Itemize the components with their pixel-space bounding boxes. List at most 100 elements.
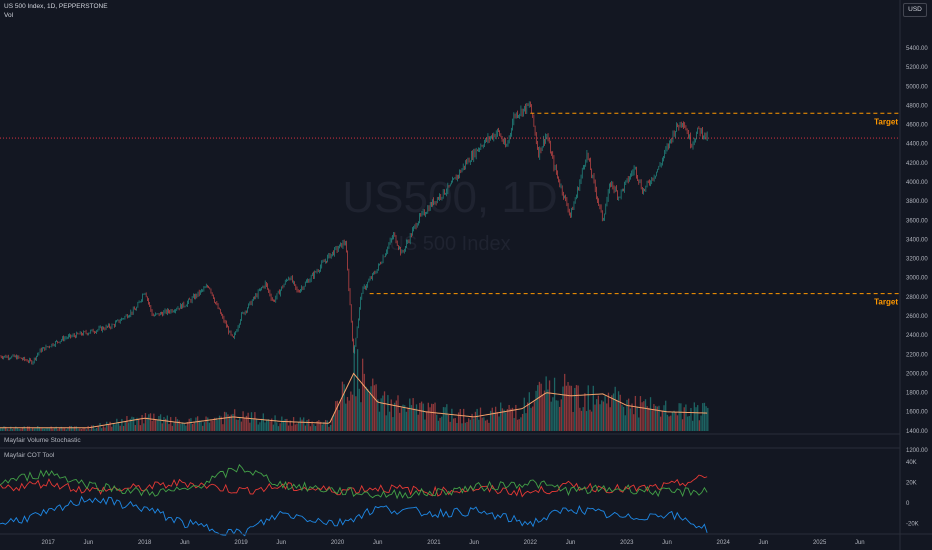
volume-bar	[626, 399, 628, 431]
volume-bar	[377, 399, 379, 431]
volume-bar	[397, 395, 399, 431]
volume-bar	[249, 422, 251, 431]
volume-bar	[301, 419, 303, 431]
volume-bar	[670, 415, 672, 431]
volume-bar	[609, 407, 611, 431]
volume-bar	[308, 419, 310, 431]
y-tick-label: 1600.00	[906, 410, 928, 416]
volume-bar	[432, 404, 435, 431]
volume-bar	[505, 412, 507, 431]
volume-bar	[617, 391, 620, 431]
volume-bar	[552, 397, 554, 431]
volume-bars	[0, 346, 709, 431]
volume-bar	[127, 422, 130, 431]
volume-bar	[48, 428, 51, 431]
volume-bar	[521, 413, 524, 431]
volume-bar	[149, 413, 152, 431]
volume-bar	[178, 420, 180, 431]
volume-bar	[594, 404, 596, 431]
volume-bar	[464, 422, 466, 431]
volume-bar	[456, 423, 458, 431]
volume-bar	[170, 417, 172, 431]
volume-bar	[532, 406, 534, 431]
volume-bar	[175, 416, 177, 431]
volume-bar	[370, 386, 372, 431]
x-tick-label: Jun	[469, 540, 479, 546]
volume-bar	[72, 427, 74, 431]
volume-bar	[173, 422, 175, 431]
volume-bar	[8, 429, 10, 431]
volume-bar	[570, 385, 573, 431]
volume-bar	[513, 417, 515, 431]
currency-button[interactable]: USD	[903, 3, 927, 17]
volume-bar	[208, 422, 211, 431]
volume-bar	[622, 406, 625, 431]
volume-bar	[584, 393, 586, 431]
volume-bar	[439, 417, 441, 431]
volume-bar	[218, 415, 221, 431]
volume-bar	[569, 385, 571, 431]
volume-bar	[404, 405, 406, 431]
volume-bar	[272, 424, 275, 431]
volume-bar	[649, 397, 652, 431]
volume-bar	[324, 419, 327, 431]
volume-bar	[65, 429, 67, 431]
volume-bar	[148, 414, 150, 431]
volume-bar	[382, 395, 384, 431]
volume-bar	[660, 416, 662, 431]
volume-bar	[58, 427, 61, 431]
y-tick-label: 3800.00	[906, 199, 928, 205]
volume-bar	[473, 418, 475, 431]
volume-bar	[215, 417, 217, 431]
volume-bar	[365, 386, 367, 431]
volume-bar	[143, 423, 145, 431]
volume-bar	[106, 421, 108, 431]
volume-bar	[121, 418, 123, 431]
watermark-symbol: US500, 1D	[342, 173, 557, 222]
cot-tick-label: 20K	[906, 481, 917, 487]
volume-bar	[454, 418, 456, 431]
volume-bar	[11, 429, 14, 431]
x-tick-label: 2020	[331, 540, 345, 546]
volume-bar	[574, 387, 576, 431]
volume-bar	[452, 418, 455, 431]
x-tick-label: Jun	[373, 540, 383, 546]
volume-bar	[350, 391, 352, 431]
volume-bar	[20, 428, 22, 431]
volume-bar	[417, 414, 419, 431]
volume-bar	[18, 428, 20, 431]
y-tick-label: 4000.00	[906, 180, 928, 186]
volume-bar	[420, 401, 423, 431]
volume-bar	[220, 416, 222, 431]
volume-bar	[690, 407, 692, 431]
volume-bar	[15, 426, 17, 431]
volume-bar	[479, 407, 482, 431]
volume-bar	[159, 414, 162, 431]
y-tick-label: 2200.00	[906, 352, 928, 358]
volume-bar	[45, 427, 47, 431]
volume-bar	[186, 422, 189, 431]
volume-bar	[313, 424, 315, 431]
volume-bar	[651, 410, 653, 431]
volume-bar	[279, 423, 281, 431]
volume-bar	[547, 389, 549, 431]
volume-bar	[318, 420, 320, 431]
cot-tick-label: 40K	[906, 460, 917, 466]
volume-bar	[165, 418, 167, 431]
volume-bar	[69, 425, 71, 431]
volume-bar	[606, 403, 608, 431]
volume-bar	[390, 399, 392, 431]
volume-bar	[419, 402, 421, 431]
volume-bar	[705, 406, 707, 431]
volume-bar	[537, 385, 539, 431]
volume-bar	[481, 417, 483, 431]
volume-bar	[289, 420, 291, 431]
volume-bar	[348, 400, 350, 431]
x-tick-label: 2024	[717, 540, 731, 546]
volume-bar	[553, 377, 556, 431]
volume-bar	[131, 416, 133, 431]
volume-bar	[495, 406, 497, 431]
volume-bar	[117, 421, 120, 431]
cot-tick-label: 0	[906, 501, 910, 507]
